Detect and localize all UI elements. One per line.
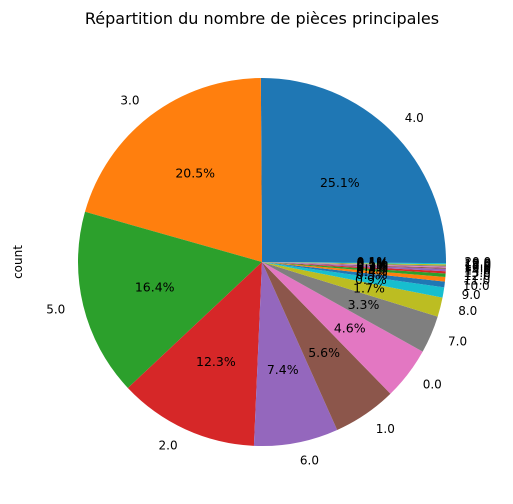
slice-percent-14.0: 0.2% [356, 258, 388, 273]
slice-percent-5.0: 16.4% [135, 280, 175, 295]
slice-label-8.0: 8.0 [458, 304, 477, 318]
slice-percent-13.0: 0.2% [356, 260, 388, 275]
slice-label-7.0: 7.0 [448, 334, 467, 348]
slice-label-10.0: 10.0 [463, 279, 490, 293]
slice-percent-17.0: 0.1% [357, 256, 389, 271]
slice-label-18.0: 18.0 [464, 258, 491, 272]
slice-percent-20.0: 0.1% [357, 254, 389, 269]
slice-percent-19.0: 0.1% [357, 255, 389, 270]
slice-percent-15.0: 0.1% [356, 257, 388, 272]
slice-label-17.0: 17.0 [464, 259, 491, 273]
pie-slice-16.0 [262, 262, 446, 268]
slice-label-16.0: 16.0 [464, 260, 491, 274]
slice-label-13.0: 13.0 [464, 266, 491, 280]
slice-label-20.0: 20.0 [464, 255, 491, 269]
pie-slice-11.0 [262, 262, 446, 282]
slice-percent-18.0: 0.1% [357, 255, 389, 270]
slice-label-5.0: 5.0 [46, 302, 65, 316]
slice-percent-10.0: 0.5% [356, 267, 388, 282]
slice-percent-3.0: 20.5% [175, 166, 215, 181]
pie-slice-4.0 [260, 77, 446, 263]
pie-slice-18.0 [262, 262, 446, 266]
slice-label-12.0: 12.0 [464, 269, 491, 283]
pie-slice-9.0 [262, 262, 445, 298]
pie-slice-8.0 [262, 262, 443, 317]
slice-label-4.0: 4.0 [405, 111, 424, 125]
pie-slice-17.0 [262, 262, 446, 267]
chart-title: Répartition du nombre de pièces principa… [85, 9, 439, 28]
pie-slice-15.0 [262, 262, 446, 269]
pie-labels: 4.0 25.1% 3.0 20.5% 5.0 16.4% 2.0 12.3% 6.0 7.4% 1… [46, 93, 491, 467]
slice-label-2.0: 2.0 [159, 438, 178, 452]
slice-percent-2.0: 12.3% [196, 354, 236, 369]
pie-slice-5.0 [78, 211, 262, 388]
slice-percent-0.0: 4.6% [334, 321, 366, 336]
pie-slice-20.0 [262, 262, 447, 264]
pie-slices [78, 77, 447, 446]
pie-slice-1.0 [262, 262, 391, 430]
slice-percent-8.0: 1.7% [353, 281, 385, 296]
pie-slice-7.0 [262, 262, 438, 352]
slice-label-11.0: 11.0 [464, 274, 491, 288]
slice-label-0.0: 0.0 [423, 378, 442, 392]
slice-label-3.0: 3.0 [120, 93, 139, 107]
pie-slice-12.0 [262, 262, 446, 278]
pie-slice-14.0 [262, 262, 446, 272]
pie-slice-6.0 [253, 262, 338, 446]
slice-percent-12.0: 0.3% [356, 262, 388, 277]
pie-slice-3.0 [84, 78, 263, 262]
pie-slice-2.0 [127, 262, 263, 446]
slice-percent-4.0: 25.1% [320, 175, 360, 190]
slice-label-19.0: 19.0 [464, 256, 491, 270]
slice-percent-11.0: 0.4% [356, 264, 388, 279]
slice-percent-16.0: 0.1% [357, 257, 389, 272]
slice-percent-1.0: 5.6% [308, 345, 340, 360]
pie-slice-13.0 [262, 262, 446, 274]
slice-label-9.0: 9.0 [462, 288, 481, 302]
slice-label-15.0: 15.0 [464, 262, 491, 276]
slice-label-1.0: 1.0 [376, 422, 395, 436]
slice-percent-6.0: 7.4% [267, 362, 299, 377]
pie-slice-19.0 [262, 262, 446, 265]
slice-percent-9.0: 0.9% [355, 272, 387, 287]
slice-label-14.0: 14.0 [464, 263, 491, 277]
pie-slice-10.0 [262, 262, 445, 288]
pie-slice-0.0 [262, 262, 423, 394]
slice-percent-7.0: 3.3% [348, 297, 380, 312]
slice-label-6.0: 6.0 [300, 453, 319, 467]
y-axis-label: count [11, 245, 25, 279]
